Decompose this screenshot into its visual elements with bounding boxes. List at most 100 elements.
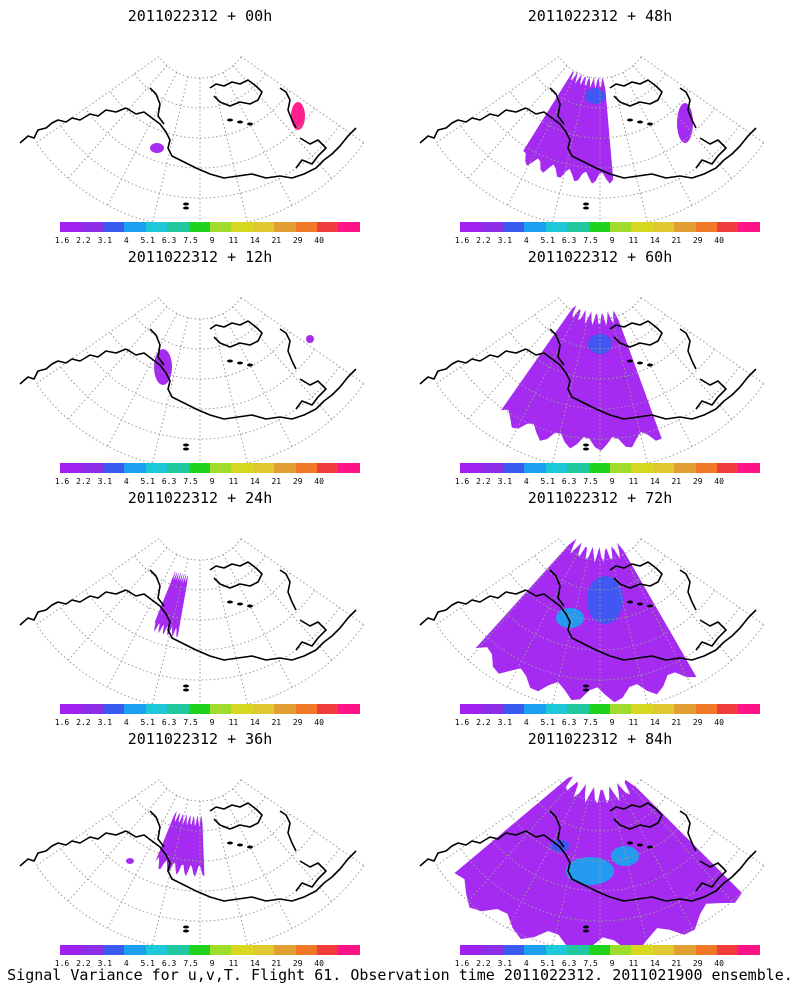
- coastline: [695, 378, 727, 410]
- graticule-meridian: [622, 313, 693, 447]
- island: [183, 443, 189, 447]
- colorbar-tick-label: 5.1: [540, 959, 555, 968]
- colorbar-tick-label: 4: [123, 718, 129, 727]
- colorbar-tick-label: 14: [650, 718, 660, 727]
- graticule-meridian: [240, 538, 365, 626]
- graticule-meridian: [507, 795, 578, 929]
- island: [647, 122, 653, 126]
- coastline: [295, 860, 327, 892]
- colorbar-swatch: [631, 463, 653, 473]
- colorbar-swatch: [60, 222, 82, 232]
- colorbar-tick-label: 14: [250, 959, 260, 968]
- graticule-meridian: [152, 76, 189, 223]
- graticule-parallel: [109, 331, 291, 380]
- coastline: [549, 810, 565, 848]
- coastline: [19, 589, 127, 626]
- colorbar-tick-label: 1.6: [454, 236, 470, 245]
- colorbar-tick-label: 14: [250, 718, 260, 727]
- colorbar-labels: 1.6 2.2 3.1 4 5.1 6.3 7.5 9 11 14 21 29 40: [55, 236, 360, 246]
- panel-title: 2011022312 + 48h: [527, 7, 673, 25]
- colorbar-tick-label: 40: [714, 236, 724, 245]
- colorbar: [460, 945, 760, 955]
- colorbar-tick-label: 2.2: [76, 236, 91, 245]
- graticule-parallel: [509, 90, 691, 139]
- colorbar-tick-label: 3.1: [497, 959, 513, 968]
- graticule-meridian: [232, 788, 333, 902]
- colorbar-swatch: [167, 222, 189, 232]
- coastline: [149, 87, 165, 125]
- colorbar-tick-label: 7.5: [183, 477, 198, 486]
- graticule-meridian: [622, 554, 693, 688]
- colorbar-tick-label: 1.6: [454, 477, 470, 486]
- graticule-parallel: [534, 73, 666, 109]
- colorbar-tick-label: 3.1: [97, 718, 113, 727]
- variance-shading: [291, 102, 305, 130]
- coastline: [549, 328, 565, 366]
- colorbar-tick-label: 3.1: [97, 959, 113, 968]
- graticule-meridian: [467, 547, 568, 661]
- colorbar-swatch: [167, 704, 189, 714]
- coastline: [19, 830, 127, 867]
- island: [583, 206, 589, 210]
- coastline: [609, 802, 663, 830]
- graticule-meridian: [640, 297, 765, 385]
- colorbar-swatch: [252, 704, 275, 714]
- graticule-meridian: [552, 558, 589, 705]
- colorbar-swatch: [145, 704, 168, 714]
- colorbar-tick-label: 29: [692, 718, 703, 727]
- graticule-meridian: [232, 306, 333, 420]
- map-projection: [419, 538, 765, 711]
- panel-title: 2011022312 + 60h: [527, 248, 673, 266]
- colorbar-tick-label: 11: [628, 959, 639, 968]
- graticule-meridian: [107, 72, 178, 206]
- colorbar-tick-label: 6.3: [561, 959, 577, 968]
- colorbar-tick-label: 7.5: [583, 477, 598, 486]
- island: [637, 602, 643, 606]
- colorbar-tick-label: 5.1: [140, 718, 155, 727]
- coastline: [679, 810, 697, 852]
- coastline: [209, 320, 263, 348]
- colorbar-tick-label: 7.5: [183, 718, 198, 727]
- graticule-meridian: [222, 72, 293, 206]
- colorbar-tick-label: 9: [609, 718, 615, 727]
- colorbar-swatch: [252, 945, 275, 955]
- island: [583, 929, 589, 933]
- coastline: [525, 107, 757, 179]
- graticule-meridian: [222, 795, 293, 929]
- graticule-meridian: [222, 313, 293, 447]
- colorbar-swatch: [317, 463, 339, 473]
- graticule-meridian: [67, 306, 168, 420]
- graticule-parallel: [158, 779, 242, 802]
- coastline: [609, 561, 663, 589]
- graticule-parallel: [534, 314, 666, 350]
- colorbar-tick-label: 2.2: [476, 236, 491, 245]
- island: [183, 447, 189, 451]
- colorbar-swatch: [460, 704, 482, 714]
- colorbar-swatch: [738, 704, 760, 714]
- graticule-parallel: [509, 813, 691, 862]
- colorbar-swatch: [81, 945, 103, 955]
- graticule-meridian: [507, 554, 578, 688]
- graticule-meridian: [107, 554, 178, 688]
- coastline: [419, 348, 527, 385]
- colorbar: [460, 222, 760, 232]
- colorbar-swatch: [695, 222, 718, 232]
- colorbar-swatch: [545, 704, 568, 714]
- coastline: [295, 619, 327, 651]
- island: [637, 361, 643, 365]
- graticule-parallel: [35, 383, 365, 470]
- island: [583, 925, 589, 929]
- map-projection: [19, 538, 365, 711]
- island: [183, 929, 189, 933]
- colorbar-swatch: [274, 704, 296, 714]
- colorbar-tick-label: 4: [523, 718, 529, 727]
- graticule-meridian: [67, 547, 168, 661]
- colorbar-swatch: [502, 704, 525, 714]
- colorbar-swatch: [188, 945, 210, 955]
- graticule-meridian: [435, 538, 560, 626]
- colorbar-swatch: [231, 945, 253, 955]
- colorbar-tick-label: 1.6: [454, 718, 470, 727]
- island: [247, 363, 253, 367]
- colorbar-swatch: [502, 463, 525, 473]
- island: [583, 202, 589, 206]
